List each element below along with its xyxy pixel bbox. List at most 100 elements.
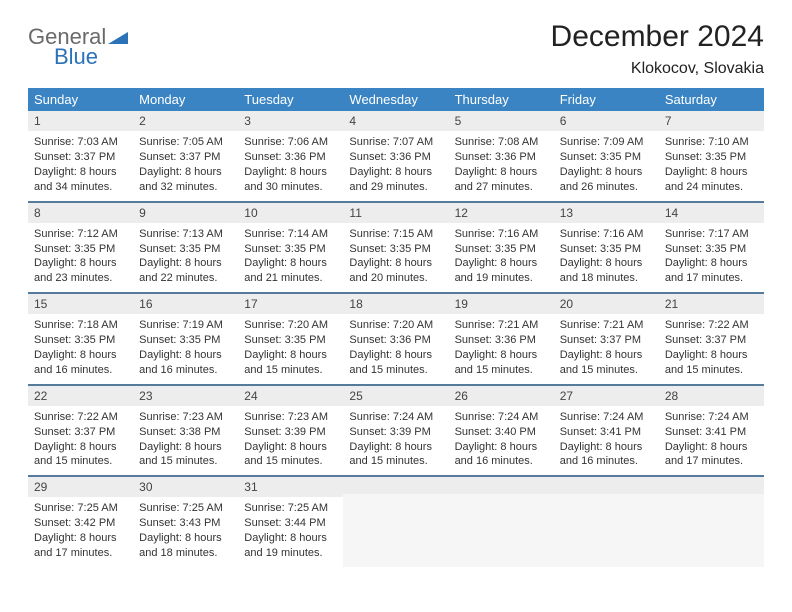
day-details: Sunrise: 7:21 AMSunset: 3:37 PMDaylight:… <box>554 314 659 383</box>
calendar-cell: 26Sunrise: 7:24 AMSunset: 3:40 PMDayligh… <box>449 384 554 476</box>
calendar-cell: 1Sunrise: 7:03 AMSunset: 3:37 PMDaylight… <box>28 111 133 201</box>
daylight2-text: and 15 minutes. <box>665 363 758 378</box>
daylight1-text: Daylight: 8 hours <box>244 531 337 546</box>
calendar-cell: 20Sunrise: 7:21 AMSunset: 3:37 PMDayligh… <box>554 292 659 384</box>
logo-text-2: Blue <box>28 46 98 68</box>
daylight1-text: Daylight: 8 hours <box>349 440 442 455</box>
daylight1-text: Daylight: 8 hours <box>665 440 758 455</box>
triangle-icon <box>108 26 128 48</box>
calendar-cell: 15Sunrise: 7:18 AMSunset: 3:35 PMDayligh… <box>28 292 133 384</box>
location: Klokocov, Slovakia <box>551 60 764 78</box>
daylight2-text: and 27 minutes. <box>455 180 548 195</box>
day-number: 18 <box>343 292 448 314</box>
sunset-text: Sunset: 3:36 PM <box>455 150 548 165</box>
day-number: 25 <box>343 384 448 406</box>
daylight2-text: and 22 minutes. <box>139 271 232 286</box>
day-details: Sunrise: 7:22 AMSunset: 3:37 PMDaylight:… <box>28 406 133 475</box>
daylight2-text: and 18 minutes. <box>139 546 232 561</box>
daylight2-text: and 16 minutes. <box>139 363 232 378</box>
day-number: 23 <box>133 384 238 406</box>
day-number: 22 <box>28 384 133 406</box>
weekday-header: Wednesday <box>343 88 448 111</box>
daylight2-text: and 17 minutes. <box>34 546 127 561</box>
sunset-text: Sunset: 3:36 PM <box>244 150 337 165</box>
sunrise-text: Sunrise: 7:03 AM <box>34 135 127 150</box>
daylight1-text: Daylight: 8 hours <box>455 348 548 363</box>
day-details: Sunrise: 7:23 AMSunset: 3:39 PMDaylight:… <box>238 406 343 475</box>
day-number: 29 <box>28 475 133 497</box>
sunrise-text: Sunrise: 7:16 AM <box>455 227 548 242</box>
calendar-cell: 16Sunrise: 7:19 AMSunset: 3:35 PMDayligh… <box>133 292 238 384</box>
day-number: 24 <box>238 384 343 406</box>
daylight1-text: Daylight: 8 hours <box>665 348 758 363</box>
day-details: Sunrise: 7:18 AMSunset: 3:35 PMDaylight:… <box>28 314 133 383</box>
daylight2-text: and 16 minutes. <box>455 454 548 469</box>
daylight2-text: and 20 minutes. <box>349 271 442 286</box>
day-number: 21 <box>659 292 764 314</box>
sunset-text: Sunset: 3:35 PM <box>244 242 337 257</box>
sunset-text: Sunset: 3:44 PM <box>244 516 337 531</box>
daylight1-text: Daylight: 8 hours <box>139 256 232 271</box>
day-number: 7 <box>659 111 764 131</box>
sunrise-text: Sunrise: 7:23 AM <box>244 410 337 425</box>
sunset-text: Sunset: 3:36 PM <box>349 150 442 165</box>
day-details: Sunrise: 7:20 AMSunset: 3:35 PMDaylight:… <box>238 314 343 383</box>
empty-day <box>449 475 554 494</box>
calendar-cell: 13Sunrise: 7:16 AMSunset: 3:35 PMDayligh… <box>554 201 659 293</box>
day-number: 20 <box>554 292 659 314</box>
calendar-cell: 5Sunrise: 7:08 AMSunset: 3:36 PMDaylight… <box>449 111 554 201</box>
calendar-cell: 3Sunrise: 7:06 AMSunset: 3:36 PMDaylight… <box>238 111 343 201</box>
sunrise-text: Sunrise: 7:20 AM <box>349 318 442 333</box>
day-number: 16 <box>133 292 238 314</box>
day-details: Sunrise: 7:24 AMSunset: 3:41 PMDaylight:… <box>554 406 659 475</box>
daylight2-text: and 30 minutes. <box>244 180 337 195</box>
daylight1-text: Daylight: 8 hours <box>244 256 337 271</box>
sunrise-text: Sunrise: 7:06 AM <box>244 135 337 150</box>
calendar-week-row: 1Sunrise: 7:03 AMSunset: 3:37 PMDaylight… <box>28 111 764 201</box>
sunset-text: Sunset: 3:35 PM <box>455 242 548 257</box>
daylight2-text: and 15 minutes. <box>139 454 232 469</box>
sunset-text: Sunset: 3:41 PM <box>560 425 653 440</box>
calendar-cell: 29Sunrise: 7:25 AMSunset: 3:42 PMDayligh… <box>28 475 133 567</box>
day-details: Sunrise: 7:17 AMSunset: 3:35 PMDaylight:… <box>659 223 764 292</box>
calendar-cell: 21Sunrise: 7:22 AMSunset: 3:37 PMDayligh… <box>659 292 764 384</box>
calendar-cell: 30Sunrise: 7:25 AMSunset: 3:43 PMDayligh… <box>133 475 238 567</box>
logo: General Blue <box>28 20 128 68</box>
page-title: December 2024 <box>551 20 764 54</box>
calendar-cell: 22Sunrise: 7:22 AMSunset: 3:37 PMDayligh… <box>28 384 133 476</box>
calendar-cell <box>343 475 448 567</box>
daylight2-text: and 17 minutes. <box>665 454 758 469</box>
calendar-cell: 8Sunrise: 7:12 AMSunset: 3:35 PMDaylight… <box>28 201 133 293</box>
daylight2-text: and 15 minutes. <box>244 454 337 469</box>
sunset-text: Sunset: 3:43 PM <box>139 516 232 531</box>
daylight1-text: Daylight: 8 hours <box>560 256 653 271</box>
day-details: Sunrise: 7:03 AMSunset: 3:37 PMDaylight:… <box>28 131 133 200</box>
weekday-header: Sunday <box>28 88 133 111</box>
sunset-text: Sunset: 3:35 PM <box>349 242 442 257</box>
daylight2-text: and 15 minutes. <box>349 363 442 378</box>
sunset-text: Sunset: 3:42 PM <box>34 516 127 531</box>
day-details: Sunrise: 7:25 AMSunset: 3:42 PMDaylight:… <box>28 497 133 566</box>
sunrise-text: Sunrise: 7:05 AM <box>139 135 232 150</box>
daylight1-text: Daylight: 8 hours <box>455 440 548 455</box>
sunset-text: Sunset: 3:35 PM <box>139 333 232 348</box>
sunrise-text: Sunrise: 7:14 AM <box>244 227 337 242</box>
daylight1-text: Daylight: 8 hours <box>139 348 232 363</box>
sunset-text: Sunset: 3:35 PM <box>244 333 337 348</box>
day-number: 11 <box>343 201 448 223</box>
sunset-text: Sunset: 3:37 PM <box>139 150 232 165</box>
day-details: Sunrise: 7:09 AMSunset: 3:35 PMDaylight:… <box>554 131 659 200</box>
sunrise-text: Sunrise: 7:20 AM <box>244 318 337 333</box>
empty-day <box>343 475 448 494</box>
day-number: 6 <box>554 111 659 131</box>
sunset-text: Sunset: 3:39 PM <box>349 425 442 440</box>
day-number: 14 <box>659 201 764 223</box>
day-details: Sunrise: 7:25 AMSunset: 3:44 PMDaylight:… <box>238 497 343 566</box>
sunset-text: Sunset: 3:39 PM <box>244 425 337 440</box>
daylight2-text: and 24 minutes. <box>665 180 758 195</box>
day-number: 27 <box>554 384 659 406</box>
sunset-text: Sunset: 3:35 PM <box>560 242 653 257</box>
day-number: 17 <box>238 292 343 314</box>
day-details: Sunrise: 7:07 AMSunset: 3:36 PMDaylight:… <box>343 131 448 200</box>
sunrise-text: Sunrise: 7:25 AM <box>244 501 337 516</box>
